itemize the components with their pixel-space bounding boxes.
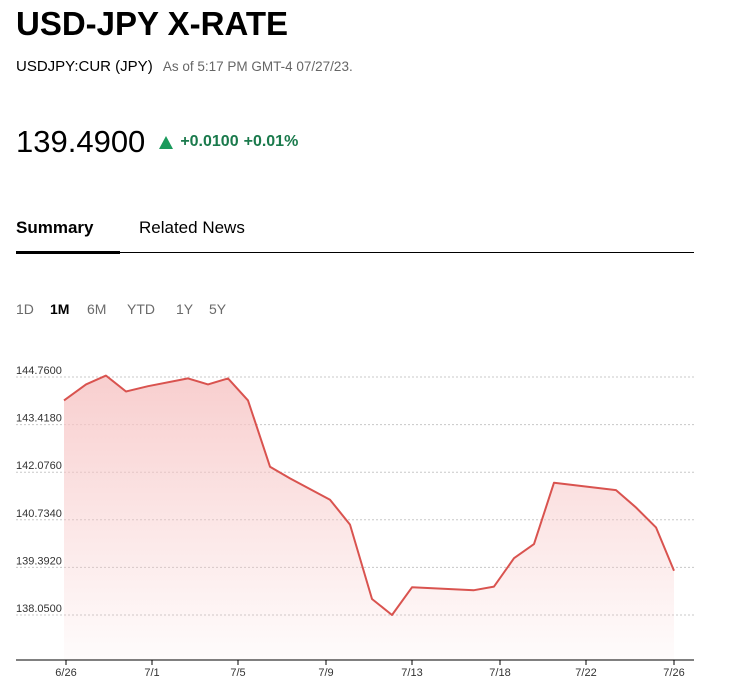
tab-bar: Summary Related News [16,214,694,254]
quote-row: 139.4900 +0.0100 +0.01% [16,124,298,160]
y-tick-label: 140.7340 [16,508,62,520]
price-change: +0.0100 +0.01% [159,133,298,151]
ticker-line: USDJPY:CUR (JPY) As of 5:17 PM GMT-4 07/… [16,58,353,76]
tab-related-news[interactable]: Related News [139,218,245,237]
price-line [63,374,675,616]
ticker-symbol: USDJPY:CUR (JPY) [16,58,153,75]
price-area [64,375,674,660]
y-tick-label: 142.0760 [16,460,62,472]
as-of-timestamp: As of 5:17 PM GMT-4 07/27/23. [162,59,353,74]
change-percent: +0.01% [243,133,299,150]
triangle-up-icon [159,135,174,149]
range-6m[interactable]: 6M [87,301,107,317]
active-tab-indicator [16,251,120,254]
y-axis-labels: 144.7600 143.4180 142.0760 140.7340 139.3920… [16,365,62,615]
tab-summary[interactable]: Summary [16,218,94,237]
x-tick-label: 7/18 [489,667,510,679]
last-price: 139.4900 [16,124,146,159]
x-tick-label: 7/22 [575,667,596,679]
x-tick-label: 7/13 [401,667,422,679]
page-title: USD-JPY X-RATE [16,5,288,42]
y-tick-label: 139.3920 [16,555,62,567]
change-value: +0.0100 [180,133,239,150]
y-tick-label: 143.4180 [16,413,62,425]
range-1y[interactable]: 1Y [176,301,194,317]
x-tick-label: 7/9 [318,667,333,679]
x-axis-labels: 6/26 7/1 7/5 7/9 7/13 7/18 7/22 7/26 [55,660,685,679]
x-tick-label: 7/26 [663,667,684,679]
range-1d[interactable]: 1D [16,301,34,317]
x-tick-label: 6/26 [55,667,76,679]
price-chart[interactable]: 144.7600 143.4180 142.0760 140.7340 139.3920… [0,340,746,697]
x-tick-label: 7/1 [144,667,159,679]
range-5y[interactable]: 5Y [209,301,227,317]
x-tick-label: 7/5 [230,667,245,679]
y-tick-label: 144.7600 [16,365,62,377]
range-1m[interactable]: 1M [50,301,70,317]
y-tick-label: 138.0500 [16,603,62,615]
range-ytd[interactable]: YTD [127,301,155,317]
